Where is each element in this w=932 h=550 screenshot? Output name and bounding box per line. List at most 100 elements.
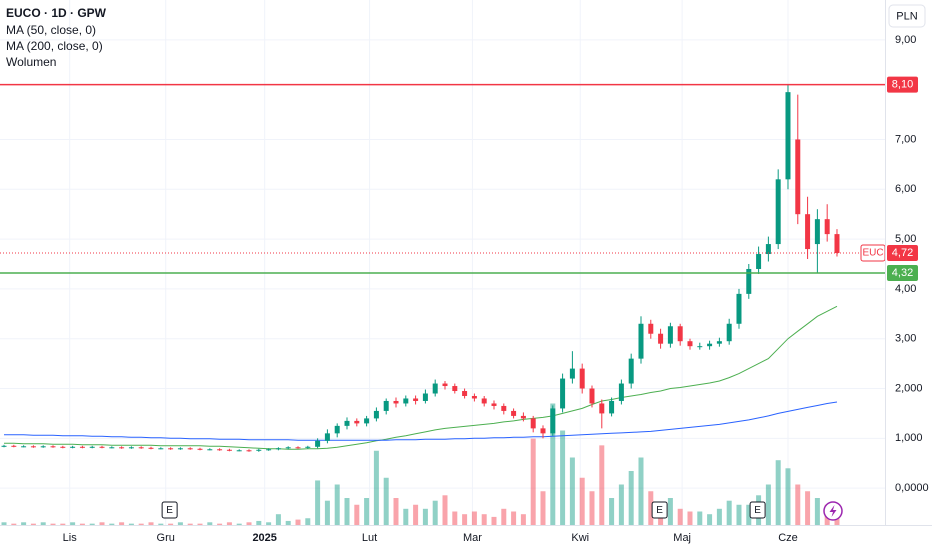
volume-bar	[697, 511, 703, 525]
volume-bar	[462, 514, 468, 525]
volume-bar	[628, 471, 634, 525]
volume-bar	[344, 498, 350, 525]
candle-body	[324, 433, 330, 441]
candle-body	[569, 368, 575, 379]
candle-body	[422, 393, 428, 401]
volume-bar	[403, 508, 409, 525]
candle-body	[726, 323, 732, 342]
x-tick-label: Gru	[157, 532, 175, 544]
event-marker[interactable]	[749, 501, 766, 519]
volume-bar	[511, 511, 517, 525]
volume-bar	[364, 498, 370, 525]
y-tick-label: 7,00	[895, 133, 916, 145]
candle-body	[99, 446, 105, 448]
volume-bar	[432, 500, 438, 525]
volume-bar	[491, 516, 497, 525]
volume-bar	[805, 491, 811, 525]
ma-lines	[4, 305, 838, 450]
candle-body	[814, 219, 820, 245]
y-tick-label: 4,00	[895, 283, 916, 295]
volume-bar	[687, 511, 693, 525]
volume-bar	[148, 522, 154, 525]
candle-body	[667, 326, 673, 344]
volume-bar	[354, 504, 360, 525]
event-marker[interactable]	[651, 501, 668, 519]
volume-bar	[109, 523, 115, 525]
volume-bar	[158, 523, 164, 525]
volume-bar	[609, 498, 615, 525]
volume-bar	[1, 522, 7, 525]
candle-body	[785, 92, 791, 180]
volume-bar	[138, 523, 144, 525]
candle-body	[40, 446, 46, 448]
candle-body	[256, 449, 262, 451]
volume-bar	[295, 519, 301, 525]
volume-bar	[79, 523, 85, 525]
volume-bar	[501, 508, 507, 525]
candle-body	[491, 403, 497, 406]
indicator-label: MA (50, close, 0)	[6, 23, 96, 37]
candle-body	[89, 446, 95, 448]
volume-pane	[1, 403, 840, 525]
candle-body	[481, 398, 487, 404]
level-label: 4,32	[892, 267, 913, 279]
volume-bar	[187, 523, 193, 525]
candle-body	[775, 179, 781, 245]
volume-bar	[89, 523, 95, 525]
candle-body	[834, 234, 840, 254]
last-price-name: EUC	[862, 248, 883, 259]
volume-bar	[285, 520, 291, 525]
volume-bar	[667, 498, 673, 525]
candle-body	[795, 139, 801, 215]
event-marker[interactable]	[161, 501, 178, 519]
level-label: 8,10	[892, 79, 913, 91]
volume-bar	[119, 522, 125, 525]
volume-bar	[569, 457, 575, 525]
volume-bar	[275, 514, 281, 525]
volume-bar	[21, 522, 27, 525]
candle-body	[628, 358, 634, 384]
candle-body	[148, 447, 154, 449]
candle-body	[246, 450, 252, 452]
candle-body	[520, 415, 526, 419]
candle-body	[511, 410, 517, 416]
candles	[1, 84, 840, 452]
x-tick-label: Maj	[673, 532, 691, 544]
volume-bar	[413, 504, 419, 525]
last-price-label: 4,72	[892, 247, 913, 259]
overlay: 8,10 4,32 EUC 4,72 E E E	[0, 76, 918, 519]
x-tick-label: Kwi	[571, 532, 589, 544]
volume-bar	[579, 477, 585, 525]
candle-body	[109, 447, 115, 449]
currency-button[interactable]	[888, 4, 926, 28]
event-label: E	[166, 505, 173, 516]
candle-body	[21, 446, 27, 448]
volume-bar	[207, 522, 213, 525]
candle-body	[599, 403, 605, 414]
candle-body	[736, 293, 742, 324]
candle-body	[677, 326, 683, 342]
candle-body	[658, 333, 664, 344]
volume-bar	[530, 438, 536, 525]
last-price-tag	[887, 245, 918, 262]
candle-body	[530, 418, 536, 429]
candle-body	[295, 447, 301, 449]
currency-label[interactable]: PLN	[896, 10, 917, 22]
y-tick-label: 1,000	[895, 432, 923, 444]
x-tick-label: 2025	[252, 532, 276, 544]
x-tick-label: Cze	[778, 532, 798, 544]
y-tick-label: 6,00	[895, 183, 916, 195]
volume-bar	[589, 491, 595, 525]
volume-bar	[638, 457, 644, 525]
candle-body	[50, 446, 56, 448]
y-tick-label: 2,000	[895, 382, 923, 394]
candle-body	[168, 448, 174, 450]
candle-body	[540, 428, 546, 434]
candle-body	[638, 323, 644, 359]
candle-body	[403, 398, 409, 404]
candle-body	[560, 378, 566, 409]
lightning-glyph	[829, 505, 837, 517]
volume-bar	[736, 504, 742, 525]
candle-body	[716, 341, 722, 344]
